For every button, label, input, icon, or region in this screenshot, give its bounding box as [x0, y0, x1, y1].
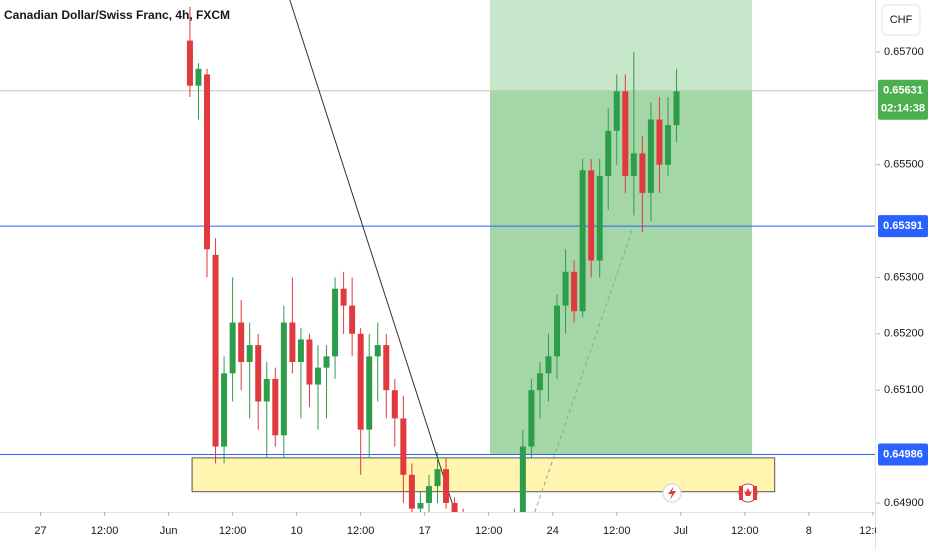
- candle-body: [374, 345, 381, 357]
- candle-body: [323, 356, 330, 368]
- candle-body: [656, 119, 663, 165]
- axis-corner: [876, 513, 932, 550]
- candle-body: [204, 74, 211, 250]
- candle-body: [272, 378, 279, 436]
- candle-body: [588, 170, 595, 261]
- price-label: 0.65391: [883, 220, 923, 232]
- candle-body: [579, 170, 586, 312]
- trendline: [534, 227, 634, 512]
- candle-body: [289, 322, 296, 363]
- x-tick-label: Jun: [160, 525, 178, 537]
- candle-body: [664, 125, 671, 165]
- candle-body: [357, 333, 364, 430]
- x-tick-label: 12:00: [219, 525, 247, 537]
- candle-body: [451, 502, 458, 512]
- currency-button[interactable]: [881, 4, 921, 36]
- y-tick-label: 0.65500: [884, 159, 924, 171]
- x-tick-label: 17: [419, 525, 431, 537]
- candle-body: [366, 356, 373, 430]
- price-label-box: [878, 443, 928, 466]
- candle-body: [434, 469, 441, 487]
- price-label-box: [878, 215, 928, 238]
- candle-body: [263, 378, 270, 402]
- x-tick-label: 12:00: [603, 525, 631, 537]
- candle-body: [528, 390, 535, 447]
- x-tick-label: 12:00: [91, 525, 119, 537]
- candle-body: [622, 91, 629, 176]
- x-tick-label: 10: [291, 525, 303, 537]
- flag-icon[interactable]: [738, 483, 758, 503]
- candle-body: [297, 339, 304, 363]
- x-tick-label: 12:00: [475, 525, 503, 537]
- candle-body: [246, 345, 253, 363]
- candle-body: [554, 305, 561, 357]
- y-tick-label: 0.64900: [884, 497, 924, 509]
- candle-body: [536, 373, 543, 391]
- zone: [191, 457, 776, 493]
- candle-body: [425, 486, 432, 503]
- y-tick-label: 0.65100: [884, 384, 924, 396]
- candle-body: [186, 40, 193, 86]
- price-label: 0.65631: [883, 85, 923, 97]
- candle-body: [417, 502, 424, 509]
- candle-body: [571, 271, 578, 312]
- candle-body: [280, 322, 287, 436]
- candle-body: [221, 373, 228, 447]
- currency-label: CHF: [890, 14, 913, 26]
- countdown-label: 02:14:38: [881, 103, 925, 115]
- candle-body: [314, 367, 321, 385]
- candle-body: [639, 153, 646, 193]
- candle-body: [349, 305, 356, 334]
- candle-body: [511, 514, 517, 537]
- candle-body: [647, 119, 654, 193]
- candle-body: [408, 474, 415, 509]
- x-tick-label: 12:00: [731, 525, 759, 537]
- candle-body: [212, 254, 219, 447]
- candle-body: [469, 542, 475, 550]
- x-tick-label: 8: [806, 525, 812, 537]
- candle-body: [340, 288, 347, 306]
- y-tick-label: 0.65200: [884, 328, 924, 340]
- price-label-box: [878, 79, 928, 120]
- axes: 0.65700 0.65500 0.65300 0.65200 0.65100 0.649…: [34, 46, 932, 550]
- candle-body: [306, 339, 313, 385]
- candle-body: [605, 130, 612, 176]
- zone: [490, 0, 753, 91]
- trendline: [289, 0, 456, 512]
- candle-body: [255, 345, 262, 402]
- candle-body: [238, 322, 245, 363]
- event-icon[interactable]: [662, 483, 682, 503]
- x-tick-label: 24: [547, 525, 559, 537]
- x-tick-label: 27: [34, 525, 46, 537]
- candle-body: [673, 91, 680, 126]
- y-tick-label: 0.65700: [884, 46, 924, 58]
- candle-body: [562, 271, 569, 306]
- candle-body: [443, 469, 450, 503]
- candle-body: [545, 356, 552, 374]
- x-tick-label: 12:00: [347, 525, 375, 537]
- candle-body: [460, 526, 466, 543]
- y-tick-label: 0.65300: [884, 271, 924, 283]
- price-label: 0.64986: [883, 448, 923, 460]
- x-tick-label: Jul: [674, 525, 688, 537]
- candle-body: [195, 68, 202, 86]
- chart-title: Canadian Dollar/Swiss Franc, 4h, FXCM: [4, 8, 230, 22]
- candle-body: [332, 288, 339, 357]
- candle-body: [229, 322, 236, 374]
- candle-body: [613, 91, 620, 131]
- candle-body: [630, 153, 637, 176]
- candle-body: [596, 175, 603, 261]
- candle-body: [383, 345, 390, 391]
- plot-area: [0, 0, 875, 550]
- candle-body: [391, 390, 398, 419]
- candle-body: [503, 537, 509, 548]
- candle-body: [519, 446, 526, 512]
- candle-body: [400, 418, 407, 475]
